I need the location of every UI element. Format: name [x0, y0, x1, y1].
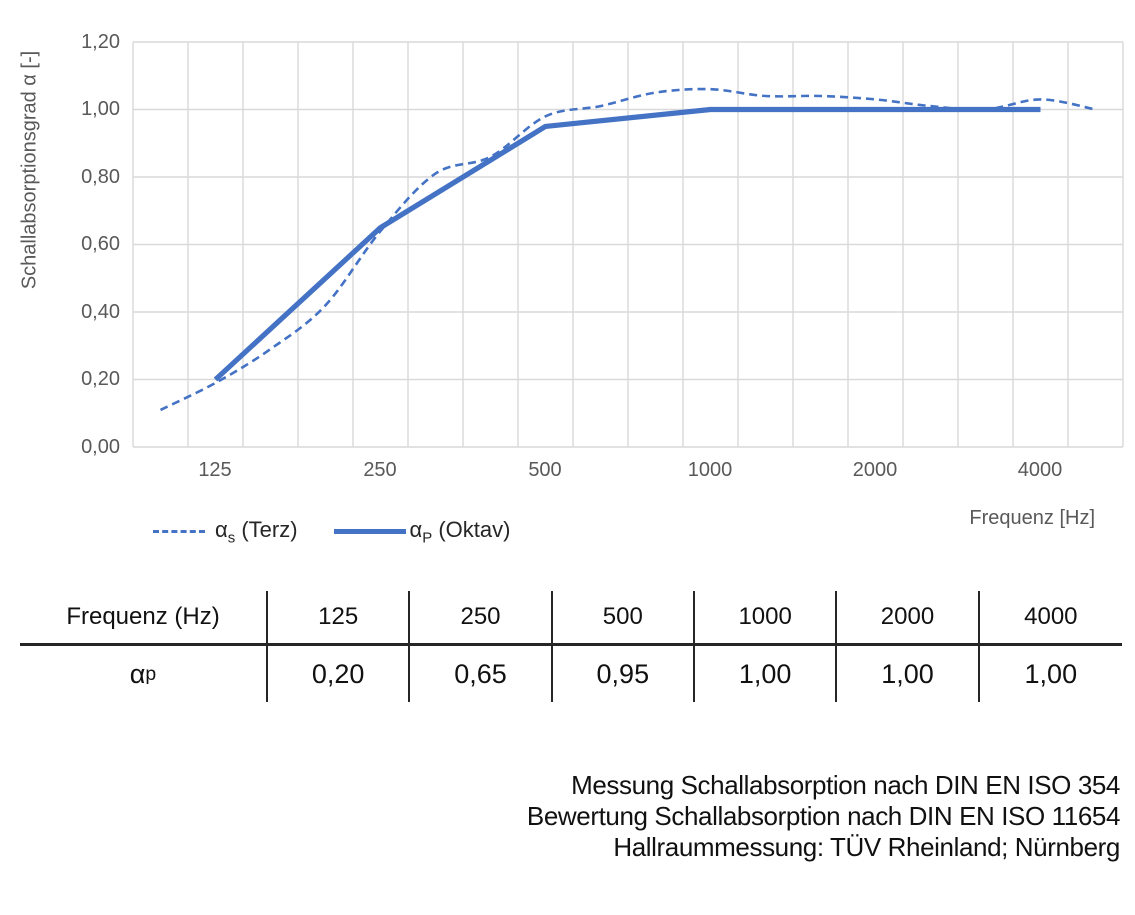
y-axis-title: Schallabsorptionsgrad α [-]: [18, 50, 41, 290]
legend-label-terz: αs (Terz): [215, 517, 298, 547]
footer-line: Bewertung Schallabsorption nach DIN EN I…: [526, 801, 1121, 831]
table-value-cell: 1,00: [837, 646, 980, 702]
x-tick: 125: [198, 459, 232, 481]
y-tick: 0,20: [81, 368, 120, 390]
y-tick: 0,00: [81, 436, 120, 458]
absorption-table: Frequenz (Hz) 125 250 500 1000 2000 4000…: [20, 591, 1122, 702]
footer-line: Hallraummessung: TÜV Rheinland; Nürnberg: [613, 832, 1120, 862]
table-header-cell: 1000: [695, 591, 838, 643]
table-header-cell: 250: [410, 591, 553, 643]
x-tick: 2000: [852, 459, 898, 481]
footer-notes: Messung Schallabsorption nach DIN EN ISO…: [526, 770, 1121, 863]
footer-line: Messung Schallabsorption nach DIN EN ISO…: [571, 770, 1120, 800]
table-value-cell: 0,20: [268, 646, 411, 702]
x-tick: 4000: [1017, 459, 1063, 481]
table-header-cell: 4000: [1024, 603, 1078, 630]
x-axis-title: Frequenz [Hz]: [969, 507, 1095, 529]
table-header-row: Frequenz (Hz) 125 250 500 1000 2000 4000: [20, 591, 1122, 646]
legend-solid-line-icon: [333, 529, 406, 535]
legend-dashed-line-icon: [153, 530, 205, 534]
chart-legend: αs (Terz) αP (Oktav): [153, 517, 510, 546]
chart-plot-svg: [132, 41, 1124, 448]
table-value-cell: 1,00: [695, 646, 838, 702]
legend-label-oktav: αP (Oktav): [409, 517, 511, 547]
table-header-label: Frequenz (Hz): [20, 591, 268, 643]
table-value-cell: 1,00: [1024, 658, 1078, 689]
table-header-cell: 2000: [837, 591, 980, 643]
x-tick: 500: [528, 459, 562, 481]
y-tick: 0,80: [81, 166, 120, 188]
table-value-cell: 0,95: [553, 646, 695, 702]
y-tick: 1,20: [81, 31, 120, 53]
x-tick: 250: [363, 459, 397, 481]
y-tick: 1,00: [81, 98, 120, 120]
table-header-cell: 125: [268, 591, 411, 643]
absorption-chart: Schallabsorptionsgrad α [-] 1,20 1,00 0,…: [18, 31, 1124, 546]
y-tick: 0,40: [81, 301, 120, 323]
x-tick: 1000: [687, 459, 733, 481]
table-value-cell: 0,65: [410, 646, 553, 702]
y-tick: 0,60: [81, 233, 120, 255]
table-header-cell: 500: [553, 591, 695, 643]
